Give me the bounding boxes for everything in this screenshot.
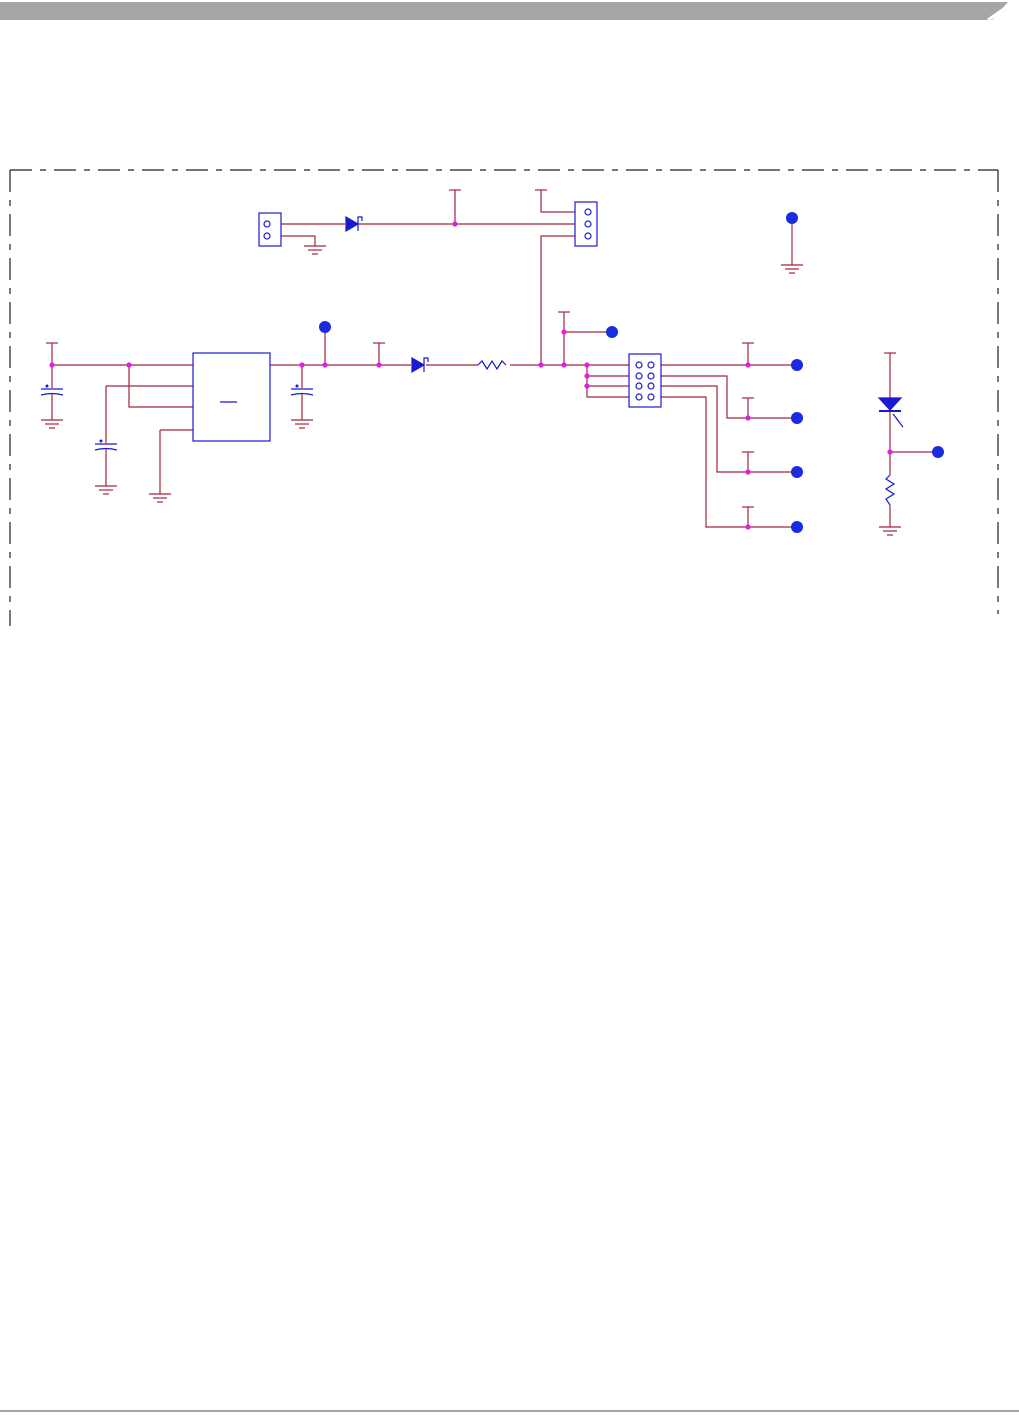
ground-symbols [40, 245, 902, 536]
header-bar [0, 2, 1008, 20]
header-slash [987, 4, 1009, 22]
wires [51, 190, 938, 528]
components [192, 201, 904, 506]
capacitors [40, 383, 314, 451]
frame [9, 169, 999, 626]
power-symbols [45, 189, 897, 508]
test-points [319, 212, 944, 533]
junctions [49, 221, 893, 530]
